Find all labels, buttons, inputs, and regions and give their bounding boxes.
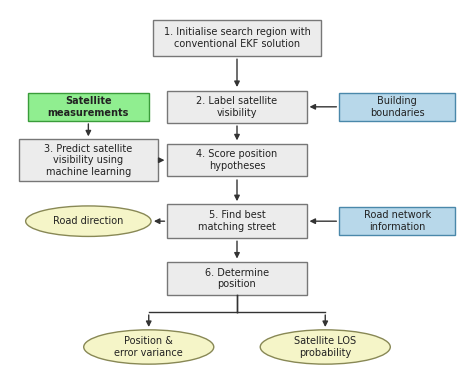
Text: 5. Find best
matching street: 5. Find best matching street (198, 210, 276, 232)
FancyBboxPatch shape (167, 91, 307, 123)
Ellipse shape (260, 330, 390, 364)
Text: Satellite
measurements: Satellite measurements (48, 96, 129, 117)
Ellipse shape (26, 206, 151, 237)
Text: Satellite LOS
probability: Satellite LOS probability (294, 336, 356, 358)
Ellipse shape (84, 330, 214, 364)
FancyBboxPatch shape (167, 144, 307, 176)
Text: Position &
error variance: Position & error variance (114, 336, 183, 358)
Text: 2. Label satellite
visibility: 2. Label satellite visibility (196, 96, 278, 117)
FancyBboxPatch shape (339, 93, 456, 121)
Text: 4. Score position
hypotheses: 4. Score position hypotheses (196, 149, 278, 171)
FancyBboxPatch shape (167, 262, 307, 294)
FancyBboxPatch shape (339, 207, 456, 235)
Text: Road direction: Road direction (53, 216, 124, 226)
Text: 1. Initialise search region with
conventional EKF solution: 1. Initialise search region with convent… (164, 27, 310, 49)
Text: 3. Predict satellite
visibility using
machine learning: 3. Predict satellite visibility using ma… (44, 144, 132, 177)
Text: Road network
information: Road network information (364, 210, 431, 232)
FancyBboxPatch shape (154, 20, 320, 56)
Text: Building
boundaries: Building boundaries (370, 96, 425, 117)
Text: 6. Determine
position: 6. Determine position (205, 268, 269, 289)
FancyBboxPatch shape (28, 93, 149, 121)
FancyBboxPatch shape (18, 139, 158, 181)
FancyBboxPatch shape (167, 204, 307, 238)
